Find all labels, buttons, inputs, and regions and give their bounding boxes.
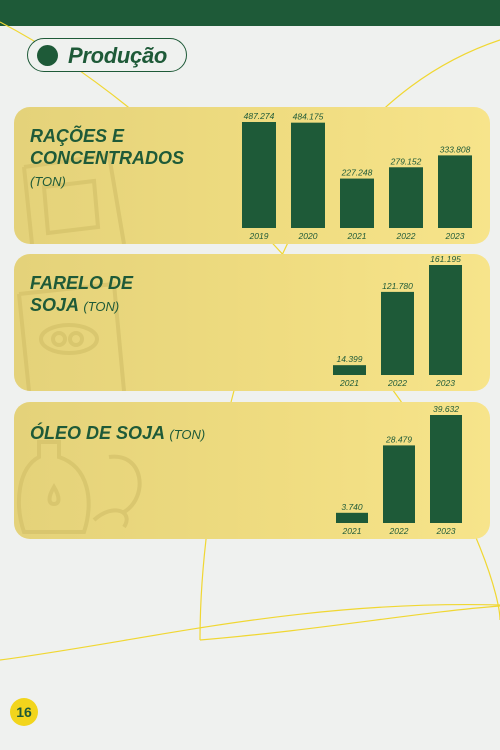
chart-unit: (TON)	[169, 427, 206, 442]
category-label-2023: 2023	[435, 378, 455, 388]
bar-2023	[438, 155, 472, 228]
chart-unit: (TON)	[30, 174, 66, 189]
chart-title: ÓLEO DE SOJA (TON)	[30, 422, 205, 446]
feed-bag-icon	[22, 152, 126, 244]
chart-title: FARELO DE SOJA (TON)	[30, 272, 133, 318]
bar-chart-farelo: 14.399 2021 121.780 2022 161.195 2023	[333, 254, 462, 388]
value-label-2023: 161.195	[430, 254, 461, 264]
value-label-2021: 3.740	[341, 502, 363, 512]
circle-icon	[37, 45, 58, 66]
value-label-2023: 39.632	[433, 404, 459, 414]
bar-2020	[291, 122, 325, 228]
bar-chart-oleo: 3.740 2021 28.479 2022 39.632 2023	[336, 404, 462, 536]
bar-2023	[430, 415, 462, 523]
value-label-2022: 121.780	[382, 281, 413, 291]
category-label-2022: 2022	[389, 526, 409, 536]
value-label-2020: 484.175	[293, 112, 324, 122]
category-label-2022: 2022	[387, 378, 407, 388]
page-number: 16	[10, 698, 38, 726]
category-label-2020: 2020	[298, 231, 318, 241]
category-label-2021: 2021	[347, 231, 367, 241]
section-header-pill: Produção	[27, 38, 187, 72]
top-bar	[0, 0, 500, 26]
bar-2022	[381, 291, 414, 375]
value-label-2022: 28.479	[385, 434, 412, 444]
bar-2023	[429, 265, 462, 375]
value-label-2022: 279.152	[390, 156, 422, 166]
section-title: Produção	[68, 43, 168, 68]
bar-2022	[383, 445, 415, 523]
bar-2022	[389, 167, 423, 228]
chart-unit: (TON)	[83, 299, 120, 314]
category-label-2021: 2021	[342, 526, 362, 536]
chart-card-oleo: ÓLEO DE SOJA (TON) 3.740 2021 28.479 2022 39…	[14, 402, 490, 539]
category-label-2021: 2021	[339, 378, 359, 388]
bar-2021	[340, 178, 374, 228]
chart-title-line-1: RAÇÕES E	[30, 126, 125, 146]
chart-title-line-1: ÓLEO DE SOJA	[30, 423, 165, 443]
value-label-2023: 333.808	[440, 144, 471, 154]
chart-card-farelo: FARELO DE SOJA (TON) 14.399 2021 121.780 20…	[14, 254, 490, 391]
category-label-2019: 2019	[249, 231, 269, 241]
bar-2019	[242, 122, 276, 228]
value-label-2021: 227.248	[341, 168, 373, 178]
chart-title-line-2: SOJA	[30, 295, 79, 315]
oil-bottle-icon	[17, 440, 142, 534]
chart-title-line-1: FARELO DE	[30, 273, 134, 293]
bar-2021	[336, 512, 368, 523]
category-label-2022: 2022	[396, 231, 416, 241]
bar-2021	[333, 365, 366, 375]
category-label-2023: 2023	[436, 526, 456, 536]
chart-title: RAÇÕES E CONCENTRADOS (TON)	[30, 125, 184, 193]
value-label-2021: 14.399	[337, 354, 363, 364]
chart-card-racoes: RAÇÕES E CONCENTRADOS (TON) 487.274 2019 4…	[14, 107, 490, 244]
category-label-2023: 2023	[445, 231, 465, 241]
chart-title-line-2: CONCENTRADOS	[30, 148, 185, 168]
value-label-2019: 487.274	[244, 111, 275, 121]
bar-chart-racoes: 487.274 2019 484.175 2020 227.248 2021 279.152…	[242, 111, 472, 241]
soy-bag-icon	[17, 281, 126, 391]
